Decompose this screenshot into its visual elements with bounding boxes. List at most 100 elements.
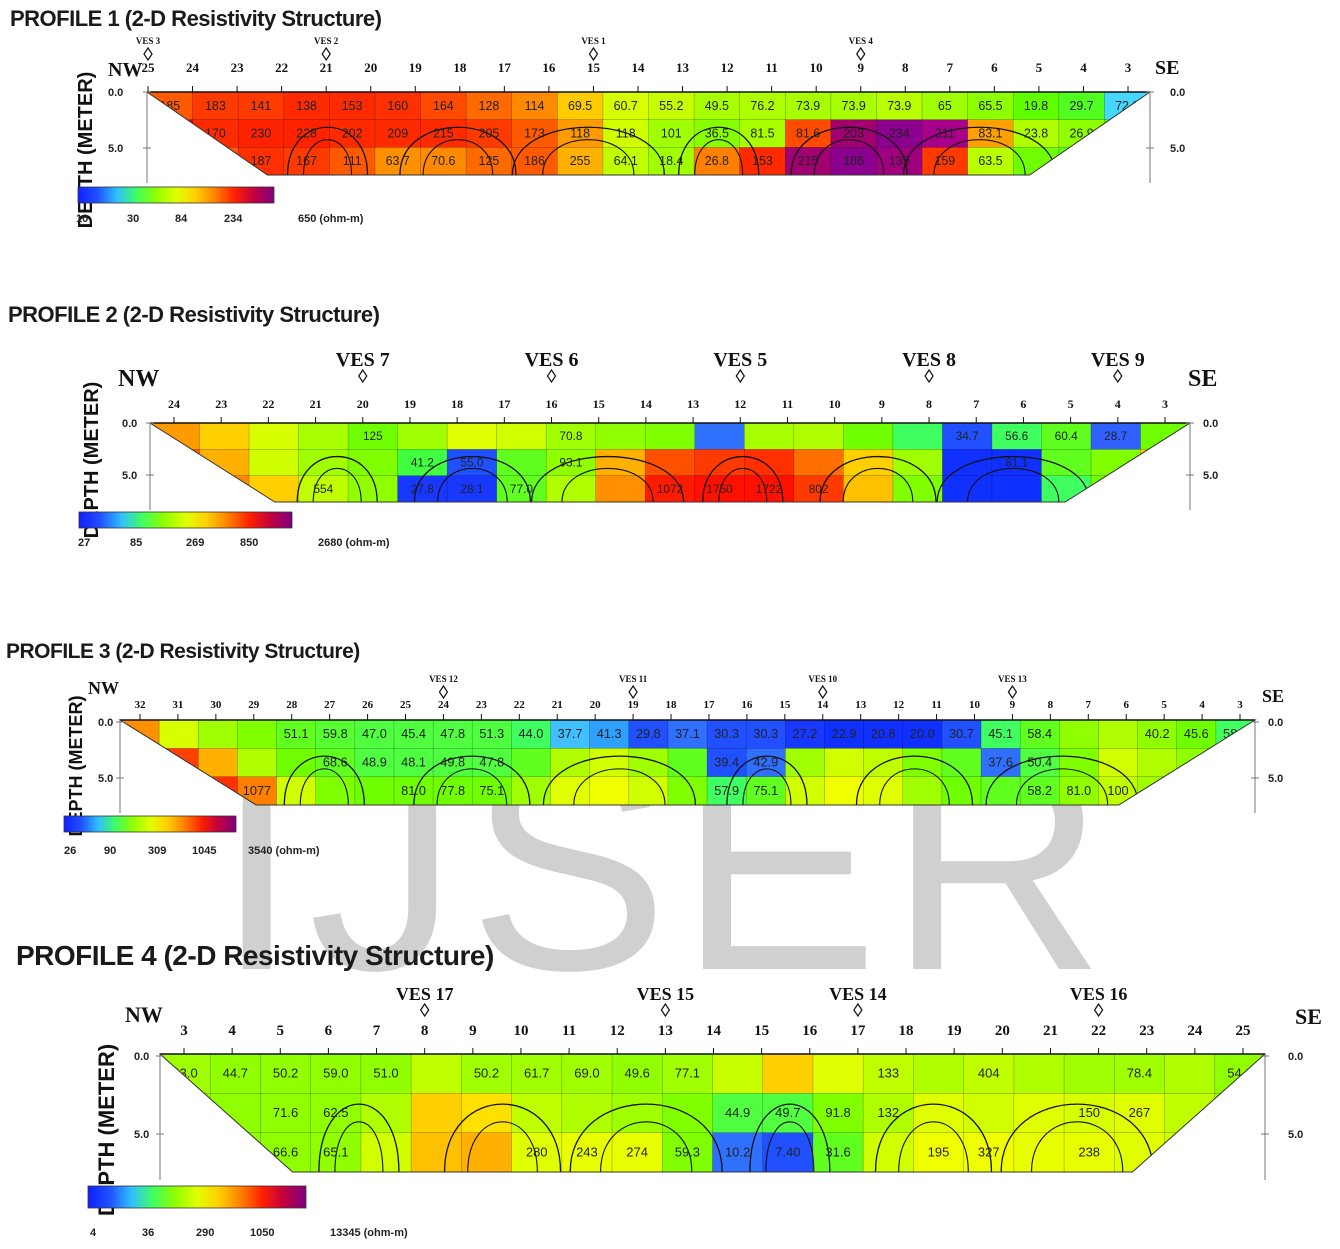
resistivity-value: 48.9 bbox=[362, 755, 387, 770]
contour-line bbox=[530, 456, 685, 502]
resistivity-cell bbox=[1019, 720, 1061, 750]
resistivity-cell bbox=[694, 449, 746, 477]
contour-line bbox=[312, 467, 362, 502]
profile-2-panel: PROFILE 2 (2-D Resistivity Structure) 12… bbox=[0, 290, 1340, 590]
electrode-label: 30 bbox=[210, 699, 222, 711]
ves-label: VES 3 bbox=[136, 36, 161, 46]
resistivity-cell bbox=[611, 1093, 664, 1134]
resistivity-cell bbox=[1164, 1054, 1216, 1095]
resistivity-value: 255 bbox=[570, 154, 591, 168]
electrode-label: 20 bbox=[590, 699, 602, 711]
resistivity-value: 77.8 bbox=[440, 783, 465, 798]
ves-label: VES 7 bbox=[336, 349, 390, 371]
resistivity-value: 118 bbox=[570, 127, 590, 141]
resistivity-cell bbox=[209, 1132, 262, 1172]
direction-se: SE bbox=[1188, 366, 1217, 392]
resistivity-value: 77.1 bbox=[675, 1066, 700, 1081]
contour-line bbox=[933, 139, 1026, 175]
resistivity-cell bbox=[644, 423, 696, 451]
contour-line bbox=[318, 1103, 400, 1172]
resistivity-cell bbox=[745, 776, 787, 805]
electrode-label: 10 bbox=[829, 397, 841, 411]
resistivity-cell bbox=[694, 423, 746, 451]
resistivity-cell bbox=[611, 1132, 664, 1172]
ves-label: VES 11 bbox=[619, 674, 648, 684]
resistivity-cell bbox=[197, 720, 239, 750]
resistivity-cell bbox=[980, 776, 1022, 805]
resistivity-cell bbox=[511, 119, 559, 149]
resistivity-value: 111 bbox=[343, 154, 362, 168]
electrode-label: 15 bbox=[593, 397, 605, 411]
resistivity-cell bbox=[661, 1054, 714, 1095]
resistivity-value: 202 bbox=[342, 127, 363, 141]
resistivity-value: 62.5 bbox=[323, 1105, 348, 1120]
resistivity-value: 125 bbox=[479, 154, 500, 168]
electrode-label: 24 bbox=[186, 60, 200, 75]
resistivity-cell bbox=[276, 748, 317, 778]
resistivity-cell bbox=[644, 475, 696, 502]
resistivity-cell bbox=[980, 720, 1022, 750]
resistivity-cell bbox=[1012, 92, 1060, 121]
color-scale-bar bbox=[87, 1185, 307, 1209]
contour-line bbox=[422, 139, 494, 175]
resistivity-value: 101 bbox=[661, 127, 682, 141]
depth-tick-label: 0.0 bbox=[1203, 418, 1218, 430]
electrode-label: 20 bbox=[364, 60, 377, 75]
resistivity-value: 60.4 bbox=[1055, 429, 1078, 443]
resistivity-value: 81.0 bbox=[1066, 783, 1091, 798]
ves-label: VES 5 bbox=[713, 349, 767, 371]
direction-nw: NW bbox=[108, 59, 142, 81]
ves-marker-icon bbox=[546, 368, 557, 384]
resistivity-cell bbox=[963, 1093, 1015, 1134]
color-scale-label: 290 bbox=[196, 1227, 214, 1239]
electrode-label: 9 bbox=[469, 1023, 477, 1039]
electrode-label: 13 bbox=[687, 397, 699, 411]
resistivity-value: 81.6 bbox=[796, 127, 820, 141]
resistivity-cell bbox=[1164, 1093, 1216, 1134]
contour-line bbox=[1015, 768, 1109, 805]
resistivity-value: 118 bbox=[616, 127, 636, 141]
contour-line bbox=[299, 768, 349, 805]
resistivity-value: 215 bbox=[798, 154, 819, 168]
resistivity-cell bbox=[1176, 776, 1217, 805]
direction-se: SE bbox=[1155, 57, 1179, 79]
resistivity-cell bbox=[1137, 748, 1178, 778]
resistivity-value: 73.9 bbox=[796, 99, 820, 113]
resistivity-value: 49.6 bbox=[625, 1066, 650, 1081]
electrode-label: 27 bbox=[324, 699, 336, 711]
resistivity-cell bbox=[1176, 748, 1217, 778]
contour-line bbox=[467, 1121, 538, 1172]
resistivity-value: 59.0 bbox=[323, 1066, 348, 1081]
resistivity-value: 72.9 bbox=[1115, 99, 1139, 113]
resistivity-value: 209 bbox=[387, 127, 408, 141]
contour-line bbox=[790, 126, 908, 175]
resistivity-cell bbox=[589, 720, 630, 750]
electrode-label: 26 bbox=[362, 699, 374, 711]
ves-marker-icon bbox=[321, 46, 331, 62]
resistivity-value: 160 bbox=[387, 99, 408, 113]
resistivity-cell bbox=[812, 1093, 865, 1134]
resistivity-value: 30.3 bbox=[714, 726, 739, 741]
resistivity-value: 18.4 bbox=[659, 154, 683, 168]
resistivity-cell bbox=[360, 1132, 413, 1172]
electrode-label: 14 bbox=[632, 60, 646, 75]
color-scale-label: 2680 (ohm-m) bbox=[318, 537, 390, 549]
resistivity-cell bbox=[595, 423, 647, 451]
color-scale-label: 10 bbox=[76, 213, 88, 225]
ves-marker-icon bbox=[1007, 684, 1018, 700]
resistivity-cell bbox=[557, 147, 604, 175]
resistivity-value: 280 bbox=[526, 1144, 548, 1159]
resistivity-cell bbox=[667, 748, 708, 778]
profile-3-section: 51.1 59.8 47.0 45.4 47.8 51.3 44.0 37.7 41.3 29.8… bbox=[63, 674, 1284, 857]
electrode-label: 3 bbox=[1237, 699, 1243, 711]
depth-tick-label: 5.0 bbox=[98, 773, 113, 785]
resistivity-value: 83.1 bbox=[978, 127, 1002, 141]
electrode-label: 6 bbox=[991, 60, 998, 75]
contour-line bbox=[879, 768, 950, 805]
resistivity-cell bbox=[921, 119, 969, 149]
resistivity-value: 30.7 bbox=[949, 726, 974, 741]
resistivity-value: 73.9 bbox=[887, 99, 911, 113]
resistivity-cell bbox=[511, 720, 552, 750]
resistivity-value: 47.8 bbox=[440, 726, 465, 741]
ves-marker-icon bbox=[853, 1002, 863, 1018]
